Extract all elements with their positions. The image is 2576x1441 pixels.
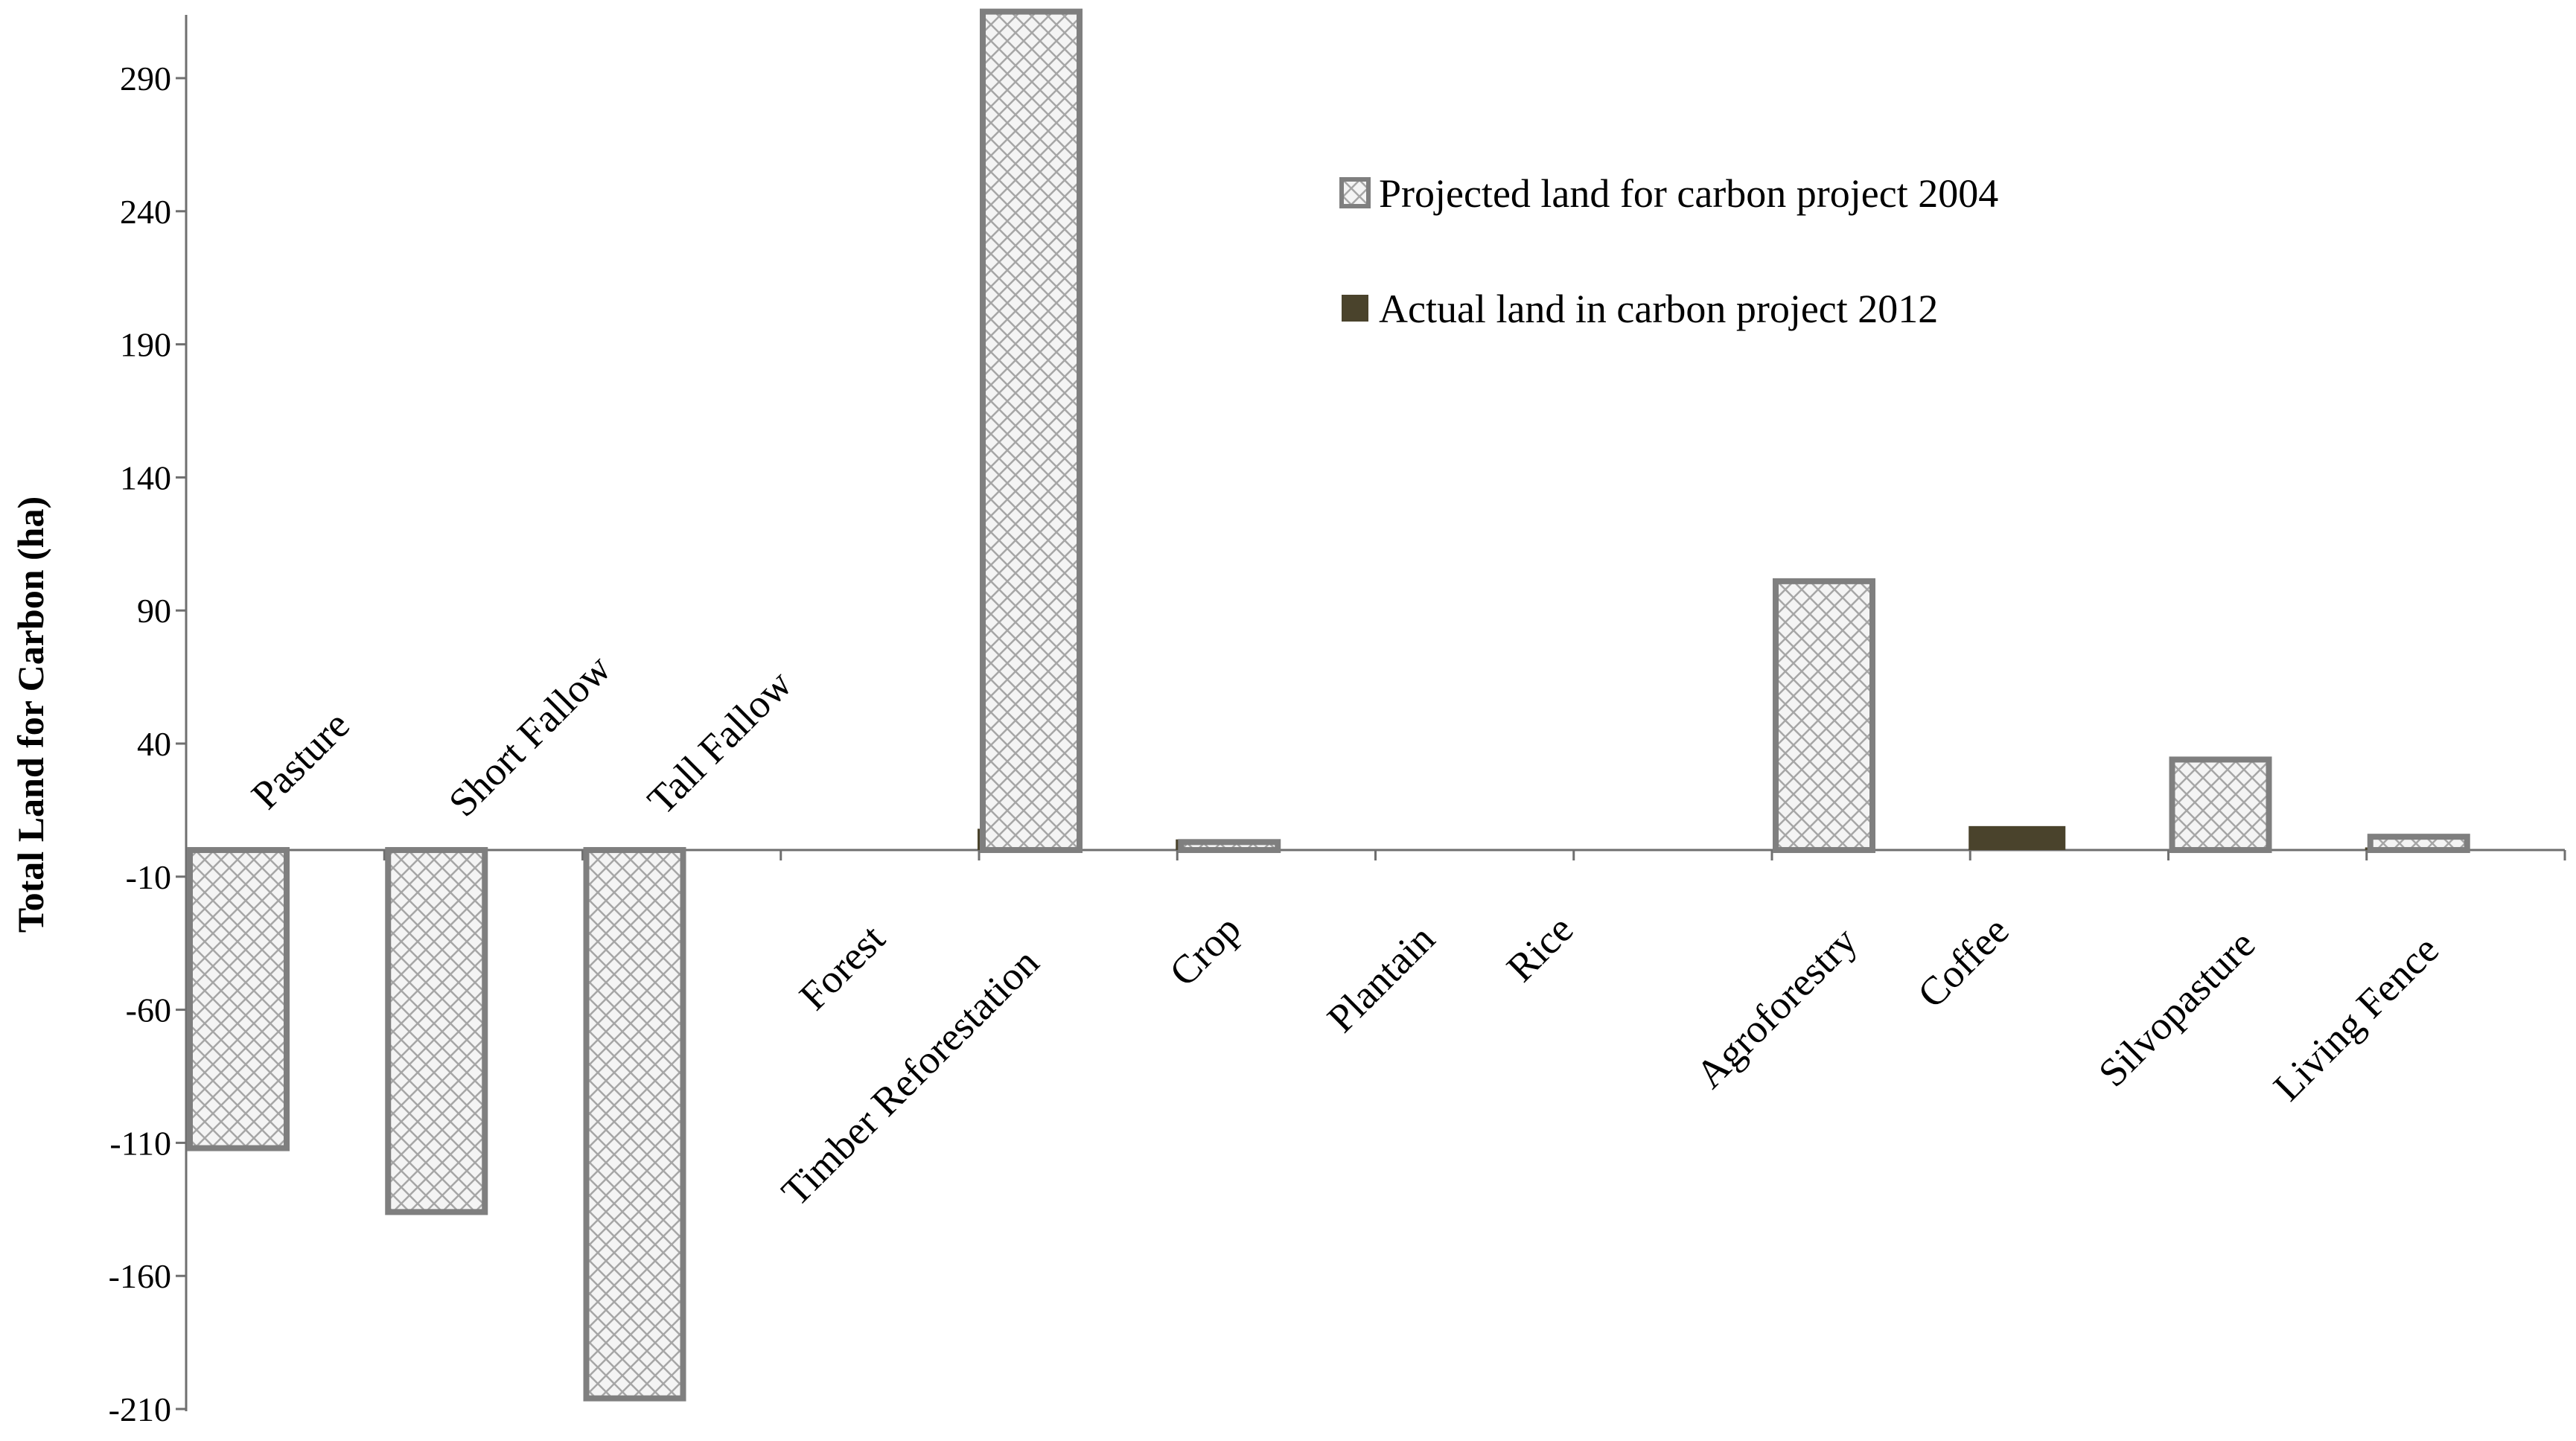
y-tick-label: 140 — [120, 458, 171, 496]
y-tick-label: 190 — [120, 326, 171, 364]
x-category-label: Pasture — [243, 703, 358, 818]
x-category-label: Living Fence — [2265, 927, 2447, 1110]
x-category-label: Agroforestry — [1687, 918, 1866, 1097]
bar-projected-2004 — [187, 847, 290, 1151]
bars — [187, 8, 2470, 1402]
y-tick-label: 90 — [137, 592, 171, 630]
x-category-label: Tall Fallow — [639, 662, 800, 823]
x-category-label: Crop — [1161, 907, 1249, 995]
y-tick-label: -210 — [109, 1390, 171, 1428]
bar-projected-2004 — [980, 8, 1083, 854]
bar-projected-2004 — [583, 847, 686, 1402]
bar-projected-2004 — [2367, 834, 2470, 854]
x-axis-ticks — [185, 850, 2566, 861]
bar-projected-2004 — [2169, 756, 2272, 854]
legend-label: Projected land for carbon project 2004 — [1379, 171, 1998, 216]
legend: Projected land for carbon project 2004 Ac… — [1339, 171, 1998, 331]
bar-projected-2004 — [385, 847, 488, 1215]
legend-swatch — [1339, 177, 1371, 208]
legend-swatch — [1342, 295, 1368, 322]
bar-projected-2004 — [1178, 839, 1281, 854]
x-category-label: Rice — [1498, 907, 1581, 990]
x-category-label: Plantain — [1319, 916, 1444, 1041]
bar-actual-2012 — [1968, 825, 2066, 851]
y-tick-label: -60 — [126, 991, 171, 1029]
y-tick-label: -160 — [109, 1257, 171, 1295]
y-axis-ticks: 290 240 190 140 90 40 -10 -60 -110 -160 -210 — [109, 60, 186, 1428]
legend-label: Actual land in carbon project 2012 — [1379, 287, 1938, 331]
y-axis-title: Total Land for Carbon (ha) — [10, 496, 51, 933]
y-tick-label: 40 — [137, 725, 171, 763]
y-tick-label: 240 — [120, 193, 171, 231]
x-category-label: Silvopasture — [2090, 921, 2263, 1095]
y-tick-label: -10 — [126, 858, 171, 896]
x-category-label: Coffee — [1909, 908, 2018, 1017]
bar-projected-2004 — [1773, 578, 1875, 854]
y-tick-label: -110 — [109, 1124, 171, 1162]
category-labels: Pasture Short Fallow Tall FallowForestTimb… — [243, 646, 2447, 1215]
y-tick-label: 290 — [120, 60, 171, 98]
x-category-label: Forest — [791, 916, 893, 1019]
x-category-label: Short Fallow — [440, 646, 619, 825]
